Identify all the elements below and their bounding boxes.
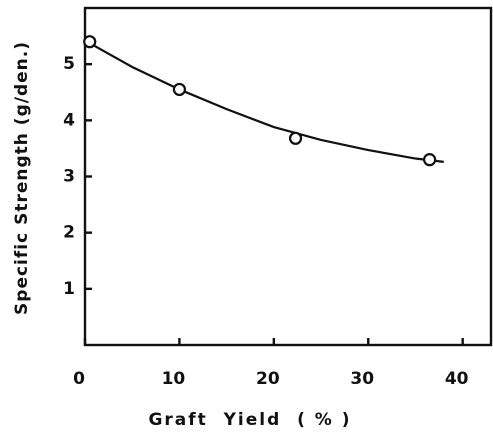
data-point bbox=[172, 82, 187, 97]
x-tick-label: 10 bbox=[162, 369, 186, 389]
x-axis-label: Graft Yield ( % ) bbox=[148, 410, 351, 430]
y-tick-label: 5 bbox=[63, 54, 75, 74]
y-tick-label: 2 bbox=[63, 223, 75, 243]
data-point bbox=[288, 131, 303, 145]
fit-curve bbox=[84, 39, 444, 163]
x-tick-label: 0 bbox=[73, 369, 85, 389]
y-axis-label: Specific Strength (g/den.) bbox=[12, 41, 32, 315]
x-tick-label: 40 bbox=[445, 369, 469, 389]
y-tick-label: 4 bbox=[63, 110, 75, 130]
x-tick-label: 30 bbox=[350, 369, 374, 389]
data-point bbox=[83, 35, 97, 49]
y-tick-label: 1 bbox=[63, 279, 75, 299]
x-tick-label: 20 bbox=[256, 369, 280, 389]
plot-frame bbox=[83, 6, 493, 347]
data-point bbox=[423, 153, 437, 167]
y-tick-label: 3 bbox=[63, 167, 75, 187]
